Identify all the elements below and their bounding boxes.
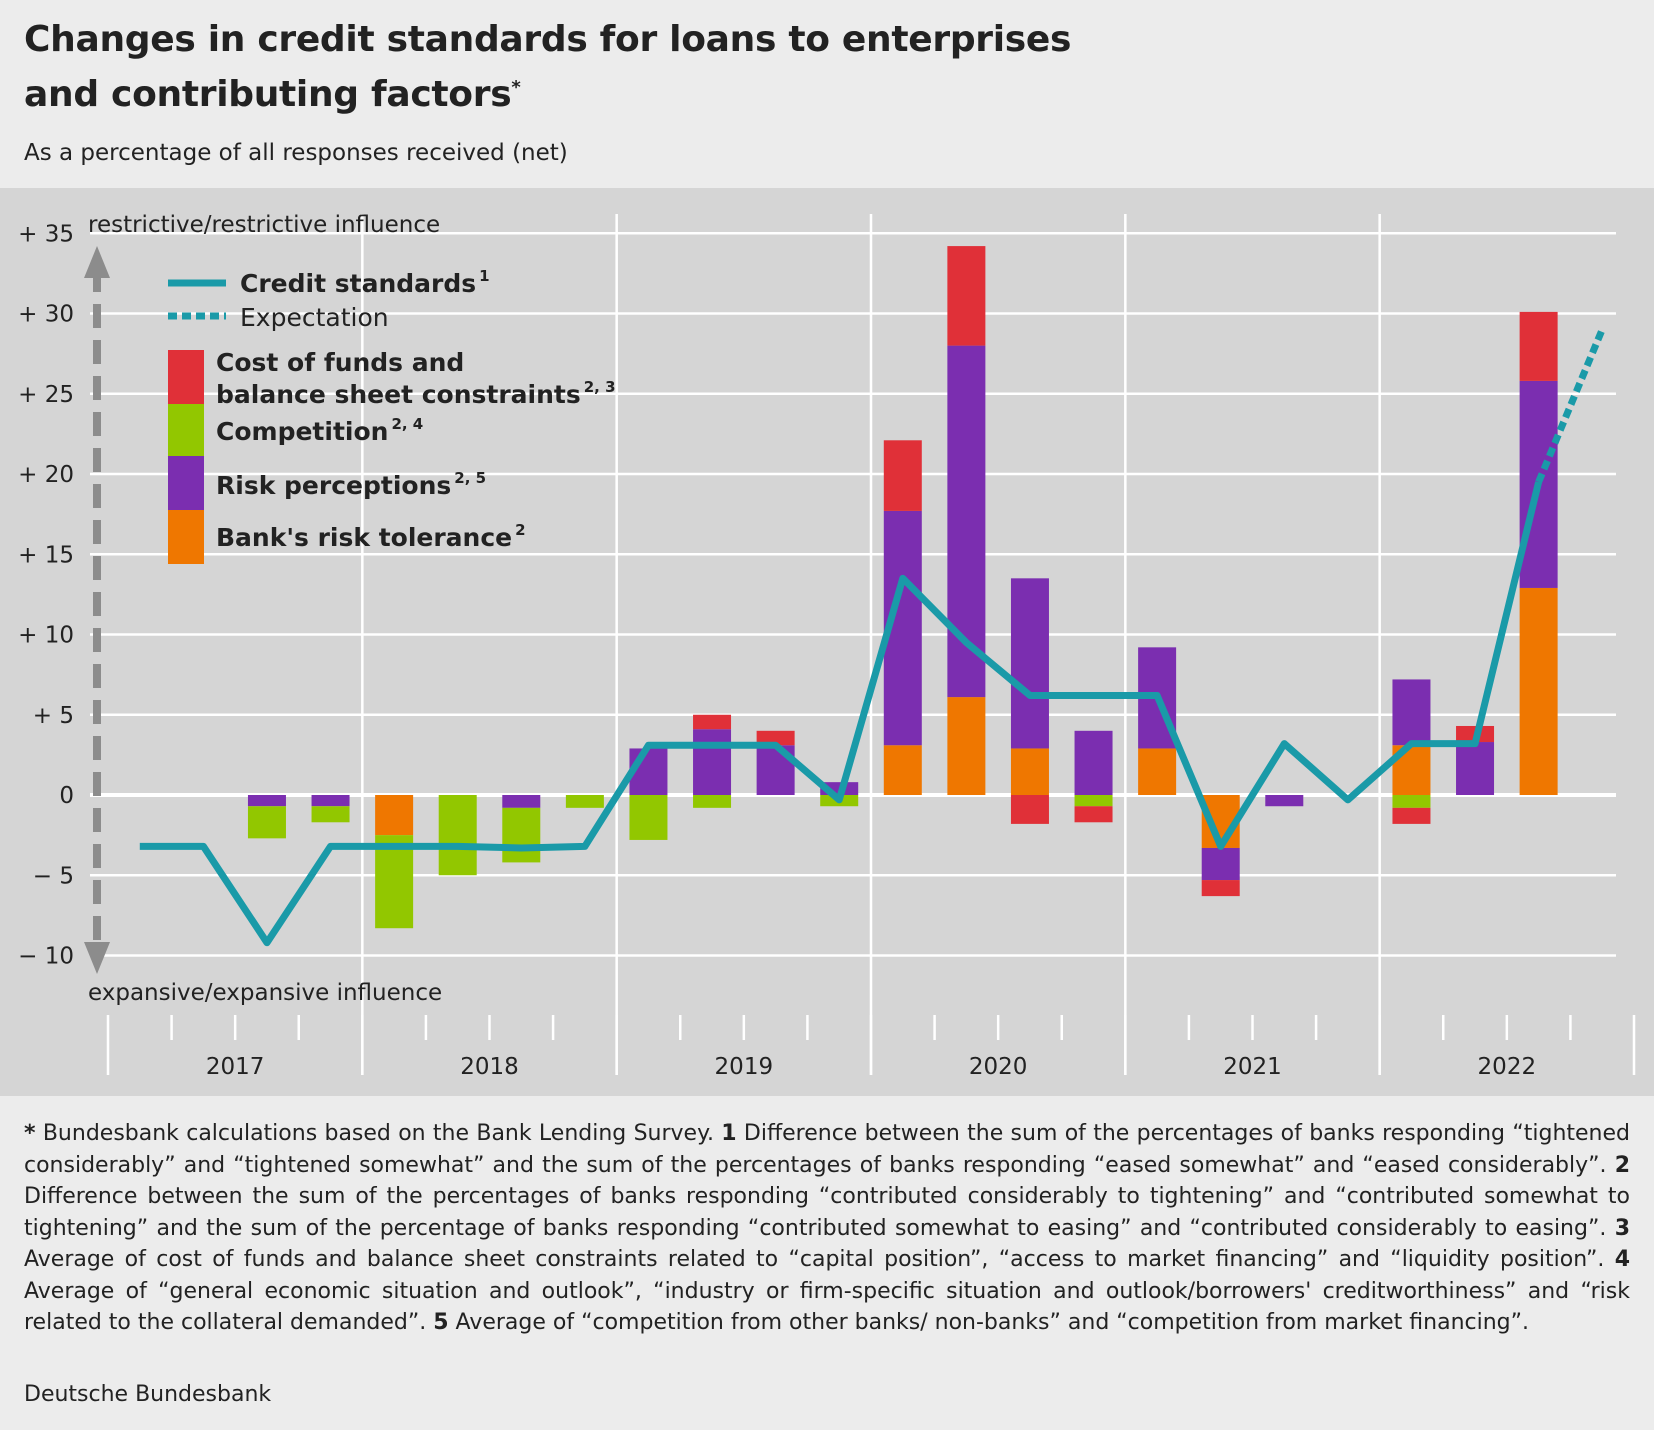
y-tick-label: + 35 (18, 221, 74, 247)
bar-segment (693, 714, 732, 730)
bar-segment (1392, 795, 1431, 808)
legend-competition-label: Competition 2, 4 (216, 415, 423, 446)
title-line-1: Changes in credit standards for loans to… (24, 19, 1072, 60)
title-line-2: and contributing factors (24, 74, 512, 115)
footnote-5-label: 5 (433, 1310, 449, 1335)
legend: Credit standards 1 Expectation Cost of fund… (168, 267, 616, 564)
arrow-down-head (84, 942, 110, 974)
legend-risk-tolerance-swatch (168, 510, 204, 564)
bar-segment (1010, 795, 1049, 824)
bar-segment (1138, 748, 1177, 795)
line-series (139, 328, 1606, 947)
title-footnote-marker: * (511, 77, 521, 98)
y-tick-label: + 15 (18, 542, 74, 568)
legend-expectation-label: Expectation (240, 303, 389, 332)
axis-top-label: restrictive/restrictive influence (88, 212, 440, 238)
y-tick-label: + 20 (18, 462, 74, 488)
footnote-3-text: Average of cost of funds and balance she… (24, 1247, 1615, 1272)
chart-title: Changes in credit standards for loans to… (24, 16, 1224, 119)
bar-segment (1010, 578, 1049, 749)
footnote-4-label: 4 (1614, 1247, 1630, 1272)
bar-segment (438, 795, 477, 876)
bar-segment (883, 745, 922, 795)
bar-segment (1265, 795, 1304, 807)
footnotes: * Bundesbank calculations based on the B… (24, 1118, 1630, 1339)
chart-subtitle: As a percentage of all responses receive… (24, 140, 568, 166)
bar-segment (247, 795, 286, 807)
footnote-1-text: Difference between the sum of the percen… (24, 1121, 1630, 1178)
x-year-label: 2017 (206, 1054, 265, 1080)
y-tick-label: + 30 (18, 302, 74, 328)
bar-segment (375, 795, 414, 836)
bar-segment (1392, 679, 1431, 746)
legend-competition-swatch (168, 404, 204, 456)
bar-segment (502, 807, 541, 863)
bar-segment (1074, 795, 1113, 807)
footnote-2-label: 2 (1614, 1152, 1630, 1178)
bar-segment (693, 795, 732, 808)
x-year-label: 2022 (1478, 1054, 1537, 1080)
gridlines (90, 214, 1616, 1075)
bar-segment (1201, 880, 1240, 897)
chart-canvas: + 35 + 30 + 25 + 20 + 15 + 10 + 5 0 − 5 − 10 restr… (18, 212, 1636, 1080)
bar-segment (1519, 587, 1558, 795)
y-tick-label: + 25 (18, 382, 74, 408)
x-year-label: 2021 (1223, 1054, 1282, 1080)
x-year-label: 2020 (969, 1054, 1028, 1080)
bar-segment (247, 806, 286, 839)
axis-bottom-label: expansive/expansive influence (88, 980, 442, 1006)
x-year-label: 2019 (715, 1054, 774, 1080)
legend-cost-of-funds-label-2-sup: 2, 3 (584, 378, 616, 396)
y-tick-label: − 5 (33, 863, 74, 889)
y-tick-label: 0 (59, 783, 74, 809)
bar-segment (883, 440, 922, 511)
bar-segment (947, 697, 986, 795)
bar-segment (1201, 847, 1240, 881)
bar-segment (1392, 807, 1431, 824)
bar-stacks (247, 246, 1558, 929)
bar-segment (565, 795, 604, 808)
bar-segment (1074, 806, 1113, 823)
footnote-star-text: Bundesbank calculations based on the Ban… (35, 1121, 722, 1146)
y-axis: + 35 + 30 + 25 + 20 + 15 + 10 + 5 0 − 5 − 10 restr… (18, 212, 442, 1006)
bar-segment (629, 795, 668, 840)
legend-competition-label-sup: 2, 4 (391, 415, 423, 433)
legend-risk-perceptions-label: Risk perceptions 2, 5 (216, 469, 486, 500)
legend-risk-perceptions-swatch (168, 456, 204, 510)
bar-segment (1010, 748, 1049, 795)
x-year-label: 2018 (460, 1054, 519, 1080)
bar-segment (756, 730, 795, 746)
legend-credit-standards-label: Credit standards 1 (240, 267, 490, 298)
bar-segment (947, 246, 986, 346)
legend-risk-tolerance-label-sup: 2 (515, 521, 525, 539)
footnote-1-label: 1 (721, 1121, 737, 1146)
y-tick-label: − 10 (18, 944, 74, 970)
source-note: Deutsche Bundesbank (24, 1382, 272, 1407)
y-tick-label: + 5 (33, 703, 74, 729)
legend-cost-of-funds-swatch (168, 350, 204, 404)
bar-segment (375, 835, 414, 929)
bar-segment (311, 806, 350, 823)
bar-segment (311, 795, 350, 807)
footnote-4-text: Average of “general economic situation a… (24, 1278, 1630, 1336)
footnote-3-label: 3 (1614, 1215, 1630, 1241)
legend-cost-of-funds-label-1: Cost of funds and (216, 348, 464, 377)
legend-credit-standards-sup: 1 (479, 267, 489, 285)
plot-background (0, 188, 1654, 1096)
footnote-star-label: * (24, 1121, 36, 1146)
bar-segment (502, 795, 541, 808)
bar-segment (1456, 742, 1495, 795)
arrow-up-head (84, 246, 110, 278)
legend-risk-perceptions-label-sup: 2, 5 (454, 469, 486, 487)
bar-segment (693, 729, 732, 795)
footnote-5-text: Average of “competition from other banks… (448, 1310, 1530, 1335)
x-axis: 2017 2018 2019 2020 2021 2022 (106, 1015, 1636, 1080)
y-tick-label: + 10 (18, 623, 74, 649)
bar-segment (1074, 730, 1113, 795)
legend-cost-of-funds-label-2: balance sheet constraints 2, 3 (216, 378, 616, 409)
credit-standards-line (139, 481, 1543, 947)
bar-segment (1519, 311, 1558, 381)
footnote-2-text: Difference between the sum of the percen… (24, 1184, 1630, 1241)
legend-risk-tolerance-label: Bank's risk tolerance 2 (216, 521, 526, 552)
